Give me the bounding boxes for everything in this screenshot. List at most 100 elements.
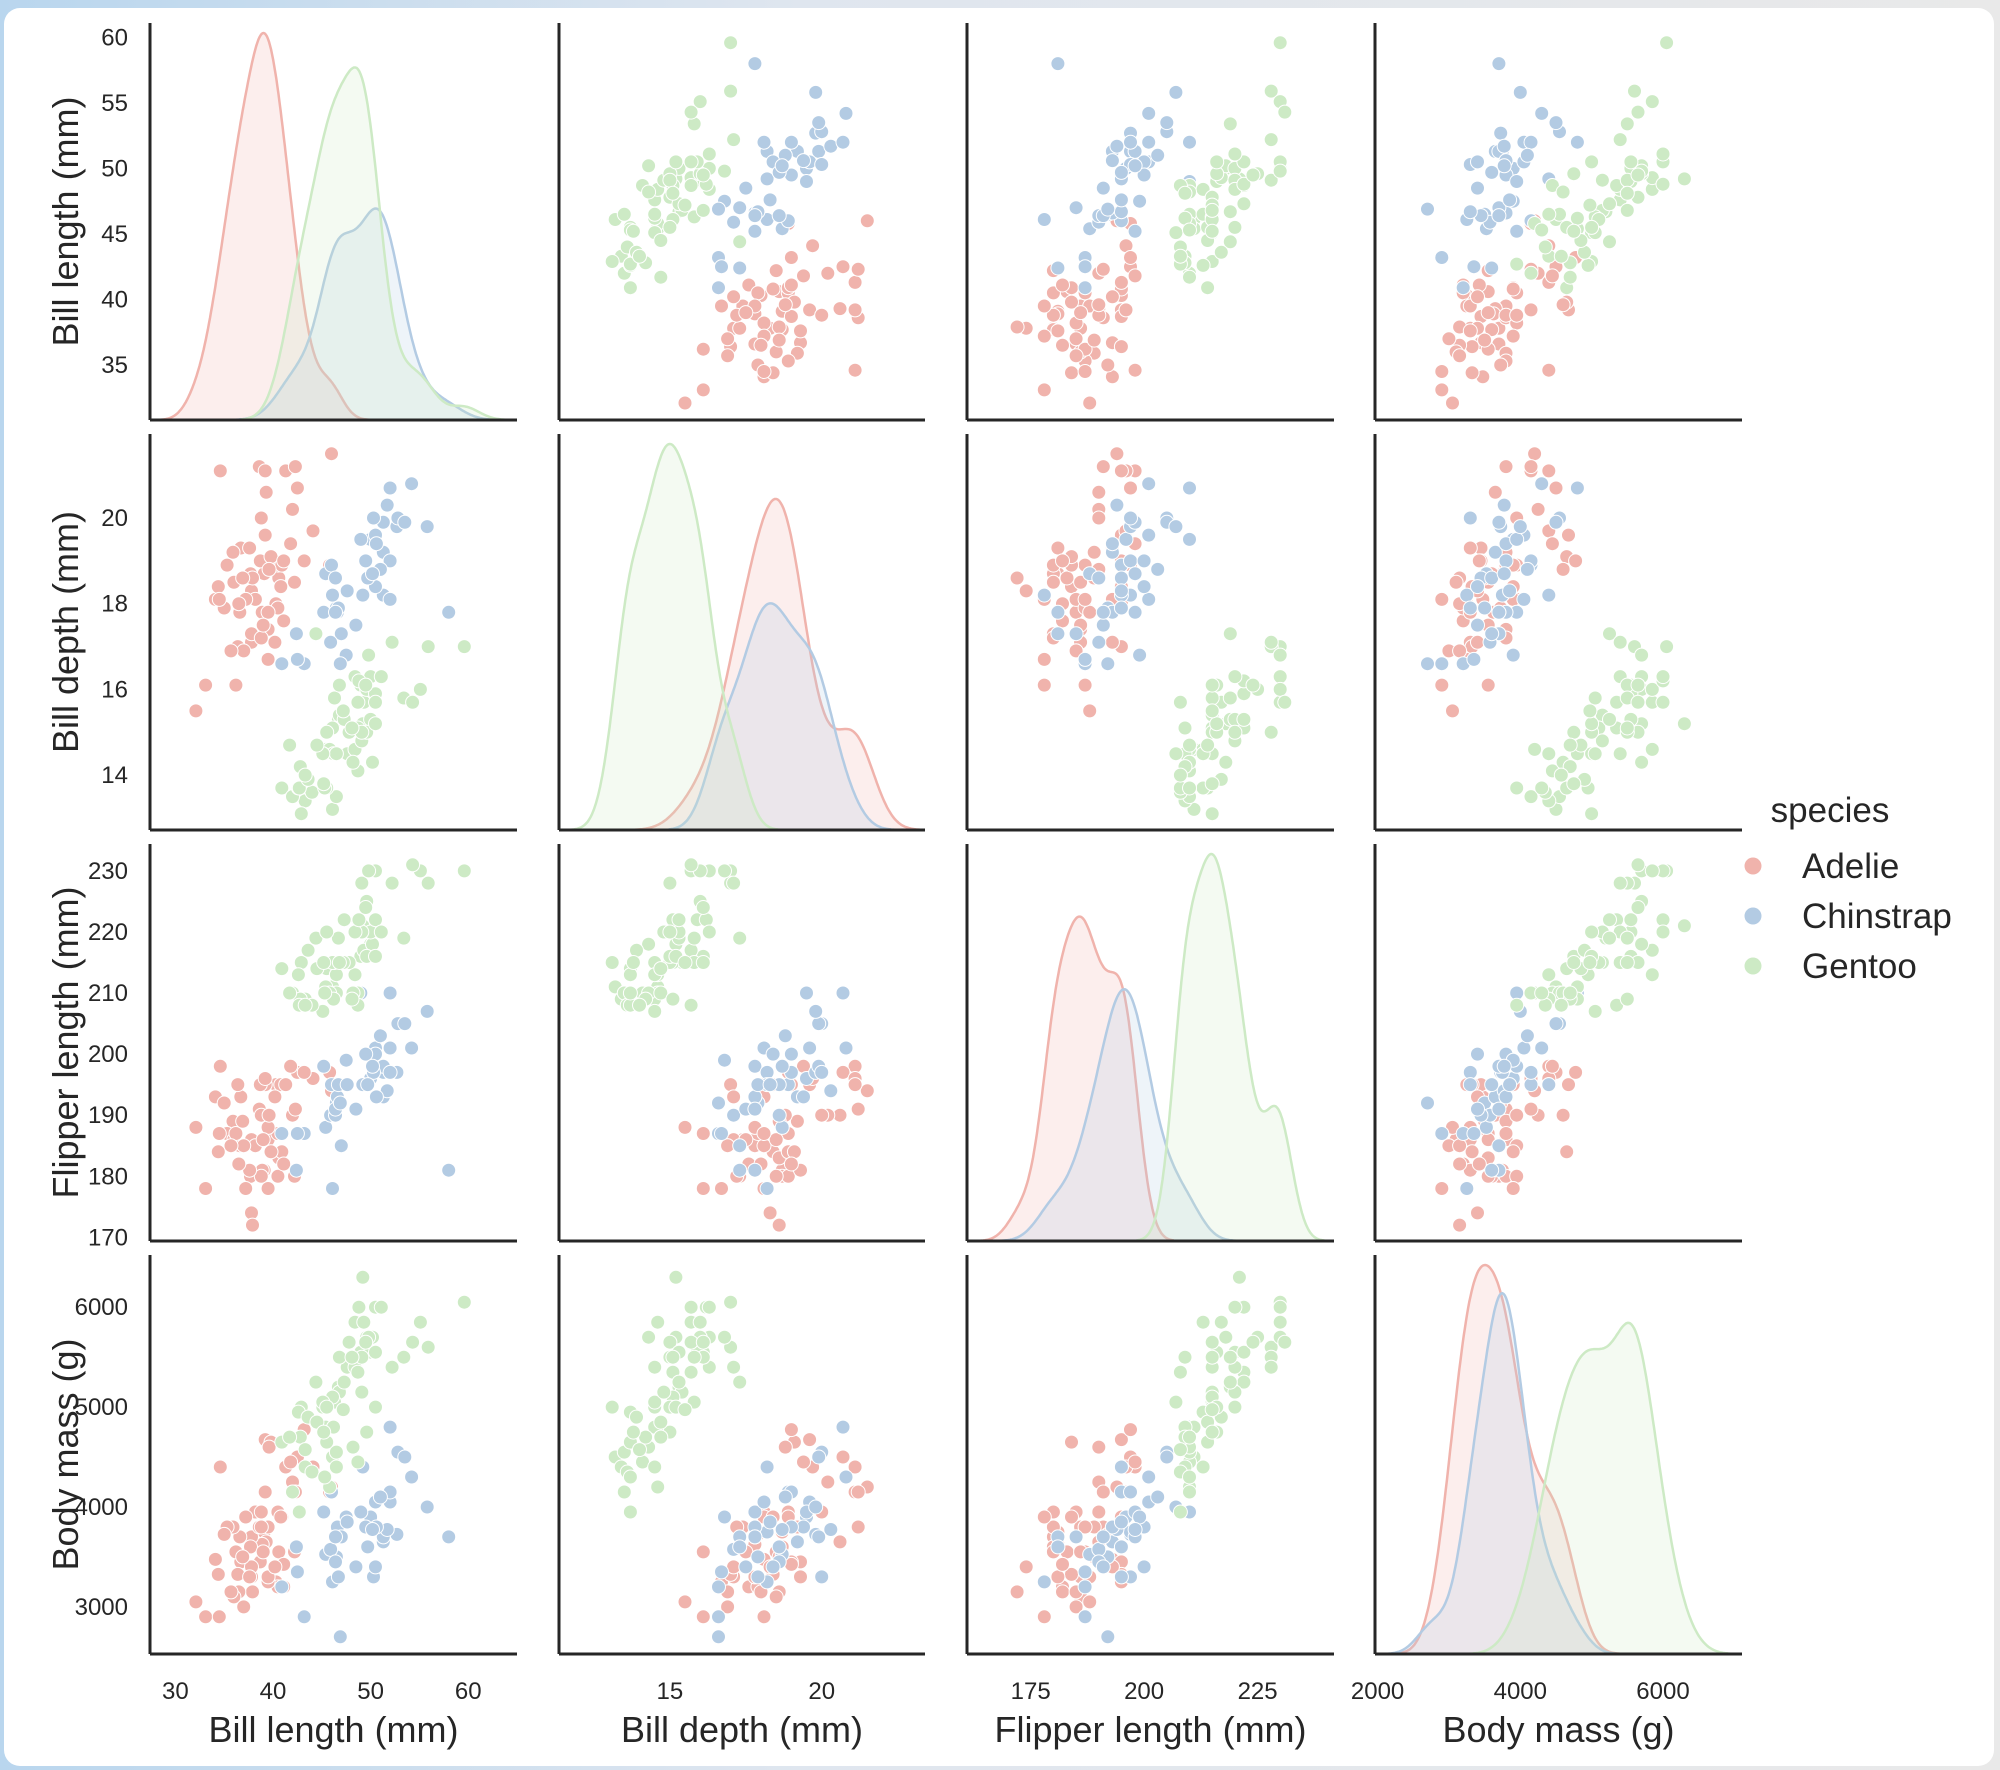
point-gentoo bbox=[647, 1359, 663, 1375]
point-adelie bbox=[1530, 501, 1546, 517]
point-gentoo bbox=[345, 1439, 361, 1455]
point-chinstrap bbox=[1123, 553, 1138, 569]
point-adelie bbox=[216, 1095, 232, 1111]
point-chinstrap bbox=[365, 1058, 380, 1074]
kde-line-gentoo bbox=[1135, 852, 1325, 1242]
panel-1-1 bbox=[557, 434, 925, 832]
point-chinstrap bbox=[759, 1459, 775, 1475]
point-adelie bbox=[1452, 643, 1468, 659]
point-adelie bbox=[847, 1459, 863, 1475]
point-adelie bbox=[720, 331, 736, 347]
point-gentoo bbox=[319, 924, 335, 940]
x-tick-label: 60 bbox=[455, 1678, 482, 1705]
point-adelie bbox=[1541, 463, 1557, 479]
point-gentoo bbox=[396, 1349, 412, 1365]
point-adelie bbox=[1018, 1559, 1034, 1575]
point-chinstrap bbox=[330, 1569, 346, 1585]
point-gentoo bbox=[316, 776, 332, 792]
point-adelie bbox=[273, 1509, 289, 1525]
point-gentoo bbox=[351, 912, 367, 928]
point-adelie bbox=[1434, 591, 1450, 607]
point-adelie bbox=[783, 277, 799, 293]
x-tick-label: 175 bbox=[1011, 1678, 1051, 1705]
point-chinstrap bbox=[1487, 544, 1503, 560]
point-chinstrap bbox=[1150, 1489, 1166, 1505]
point-chinstrap bbox=[1141, 591, 1157, 607]
point-gentoo bbox=[1562, 269, 1578, 285]
point-gentoo bbox=[1584, 924, 1600, 940]
point-adelie bbox=[1493, 357, 1509, 373]
point-gentoo bbox=[359, 1424, 375, 1440]
point-gentoo bbox=[1204, 1334, 1220, 1350]
point-chinstrap bbox=[358, 1046, 374, 1062]
point-adelie bbox=[1464, 1144, 1480, 1160]
point-gentoo bbox=[1227, 219, 1243, 235]
point-gentoo bbox=[1562, 985, 1578, 1001]
point-adelie bbox=[1091, 297, 1107, 313]
point-adelie bbox=[832, 301, 848, 317]
point-chinstrap bbox=[419, 1003, 435, 1019]
point-gentoo bbox=[1236, 1344, 1252, 1360]
point-gentoo bbox=[698, 912, 714, 928]
point-gentoo bbox=[1213, 1314, 1229, 1330]
point-gentoo bbox=[647, 1003, 663, 1019]
point-adelie bbox=[261, 561, 277, 577]
point-adelie bbox=[210, 1566, 226, 1582]
point-gentoo bbox=[650, 1314, 666, 1330]
point-gentoo bbox=[1509, 780, 1525, 796]
point-chinstrap bbox=[814, 157, 830, 172]
point-adelie bbox=[1036, 677, 1052, 693]
point-adelie bbox=[677, 1119, 693, 1135]
y-tick-label: 3000 bbox=[75, 1594, 128, 1621]
point-adelie bbox=[796, 268, 811, 284]
point-adelie bbox=[835, 259, 851, 275]
point-gentoo bbox=[641, 1329, 657, 1345]
point-gentoo bbox=[1619, 185, 1635, 201]
x-tick-label: 30 bbox=[162, 1678, 189, 1705]
point-chinstrap bbox=[1496, 158, 1512, 174]
point-adelie bbox=[783, 1422, 799, 1438]
point-adelie bbox=[768, 1132, 784, 1148]
y-tick-label: 60 bbox=[101, 24, 128, 51]
point-chinstrap bbox=[738, 180, 754, 196]
point-gentoo bbox=[1523, 265, 1539, 281]
point-chinstrap bbox=[1470, 579, 1485, 595]
point-adelie bbox=[263, 1144, 279, 1160]
point-adelie bbox=[695, 382, 711, 398]
point-gentoo bbox=[335, 1402, 351, 1418]
point-chinstrap bbox=[368, 1559, 383, 1575]
point-gentoo bbox=[368, 948, 383, 964]
point-gentoo bbox=[1272, 669, 1288, 685]
point-chinstrap bbox=[771, 208, 787, 224]
point-chinstrap bbox=[323, 1541, 339, 1557]
point-adelie bbox=[677, 395, 693, 411]
point-adelie bbox=[777, 297, 793, 313]
point-gentoo bbox=[1566, 955, 1582, 970]
point-gentoo bbox=[358, 1334, 374, 1350]
point-adelie bbox=[714, 1181, 729, 1196]
point-adelie bbox=[1036, 298, 1052, 314]
point-chinstrap bbox=[1113, 1514, 1129, 1530]
point-chinstrap bbox=[1127, 604, 1143, 620]
point-gentoo bbox=[309, 737, 325, 753]
point-gentoo bbox=[683, 997, 699, 1013]
point-adelie bbox=[695, 341, 711, 357]
point-chinstrap bbox=[274, 656, 290, 672]
point-gentoo bbox=[1566, 166, 1582, 182]
point-chinstrap bbox=[1509, 223, 1525, 239]
point-chinstrap bbox=[1516, 591, 1532, 607]
point-gentoo bbox=[653, 233, 669, 248]
point-adelie bbox=[1050, 1569, 1066, 1585]
point-gentoo bbox=[350, 1364, 366, 1380]
point-chinstrap bbox=[274, 1579, 290, 1595]
y-tick-label: 210 bbox=[88, 980, 128, 1007]
point-chinstrap bbox=[1470, 1046, 1485, 1062]
point-adelie bbox=[1434, 677, 1450, 693]
point-adelie bbox=[805, 238, 821, 254]
point-gentoo bbox=[1584, 716, 1600, 732]
point-adelie bbox=[1104, 289, 1120, 305]
point-adelie bbox=[1009, 570, 1025, 586]
point-chinstrap bbox=[1100, 656, 1116, 672]
point-gentoo bbox=[1555, 184, 1571, 200]
point-chinstrap bbox=[1077, 651, 1093, 667]
